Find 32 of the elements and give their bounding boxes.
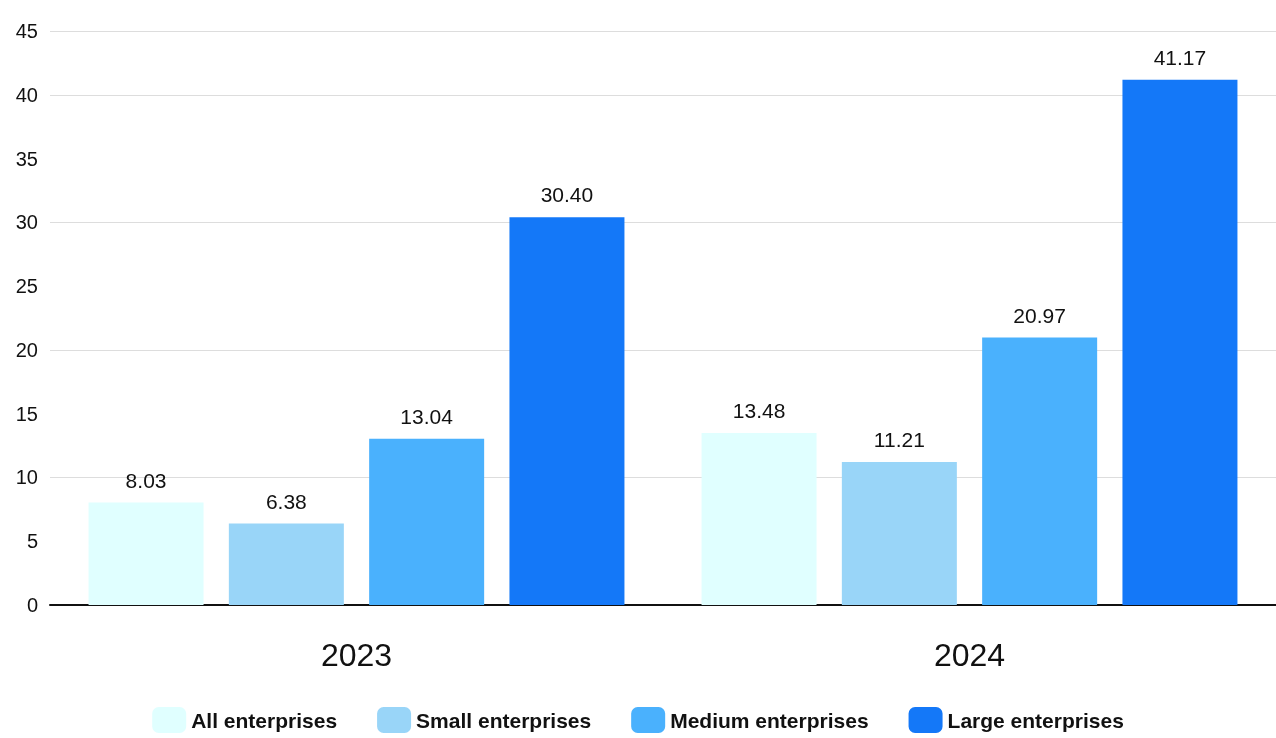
data-label: 41.17 [1153,45,1207,69]
data-label: 13.04 [400,404,454,428]
y-tick-label: 10 [15,466,38,489]
y-tick-label: 40 [15,83,38,106]
data-label: 8.03 [125,468,167,492]
x-tick-label: 2023 [320,637,393,673]
bar [228,523,344,605]
x-tick-label: 2024 [933,637,1006,673]
y-tick-label: 0 [26,594,38,616]
y-tick-label: 35 [15,147,38,170]
bar [701,433,817,605]
legend-label: All enterprises [191,708,338,732]
bar [509,217,625,605]
data-label: 6.38 [265,489,307,513]
bar [841,462,957,605]
y-tick-label: 15 [15,402,38,425]
y-tick-label: 5 [26,530,38,553]
data-label: 30.40 [540,183,594,207]
bar [1122,79,1238,605]
y-tick-label: 20 [15,338,38,361]
y-tick-label: 25 [15,275,38,298]
legend-label: Medium enterprises [670,708,869,732]
legend-label: Small enterprises [416,708,592,732]
data-label: 20.97 [1013,303,1066,327]
bar [369,438,485,605]
data-label: 13.48 [732,399,786,423]
bar [982,337,1098,605]
data-label: 11.21 [873,428,925,452]
y-tick-label: 30 [15,211,38,234]
legend-label: Large enterprises [947,708,1124,732]
bar [88,502,204,605]
y-tick-label: 45 [15,20,38,42]
